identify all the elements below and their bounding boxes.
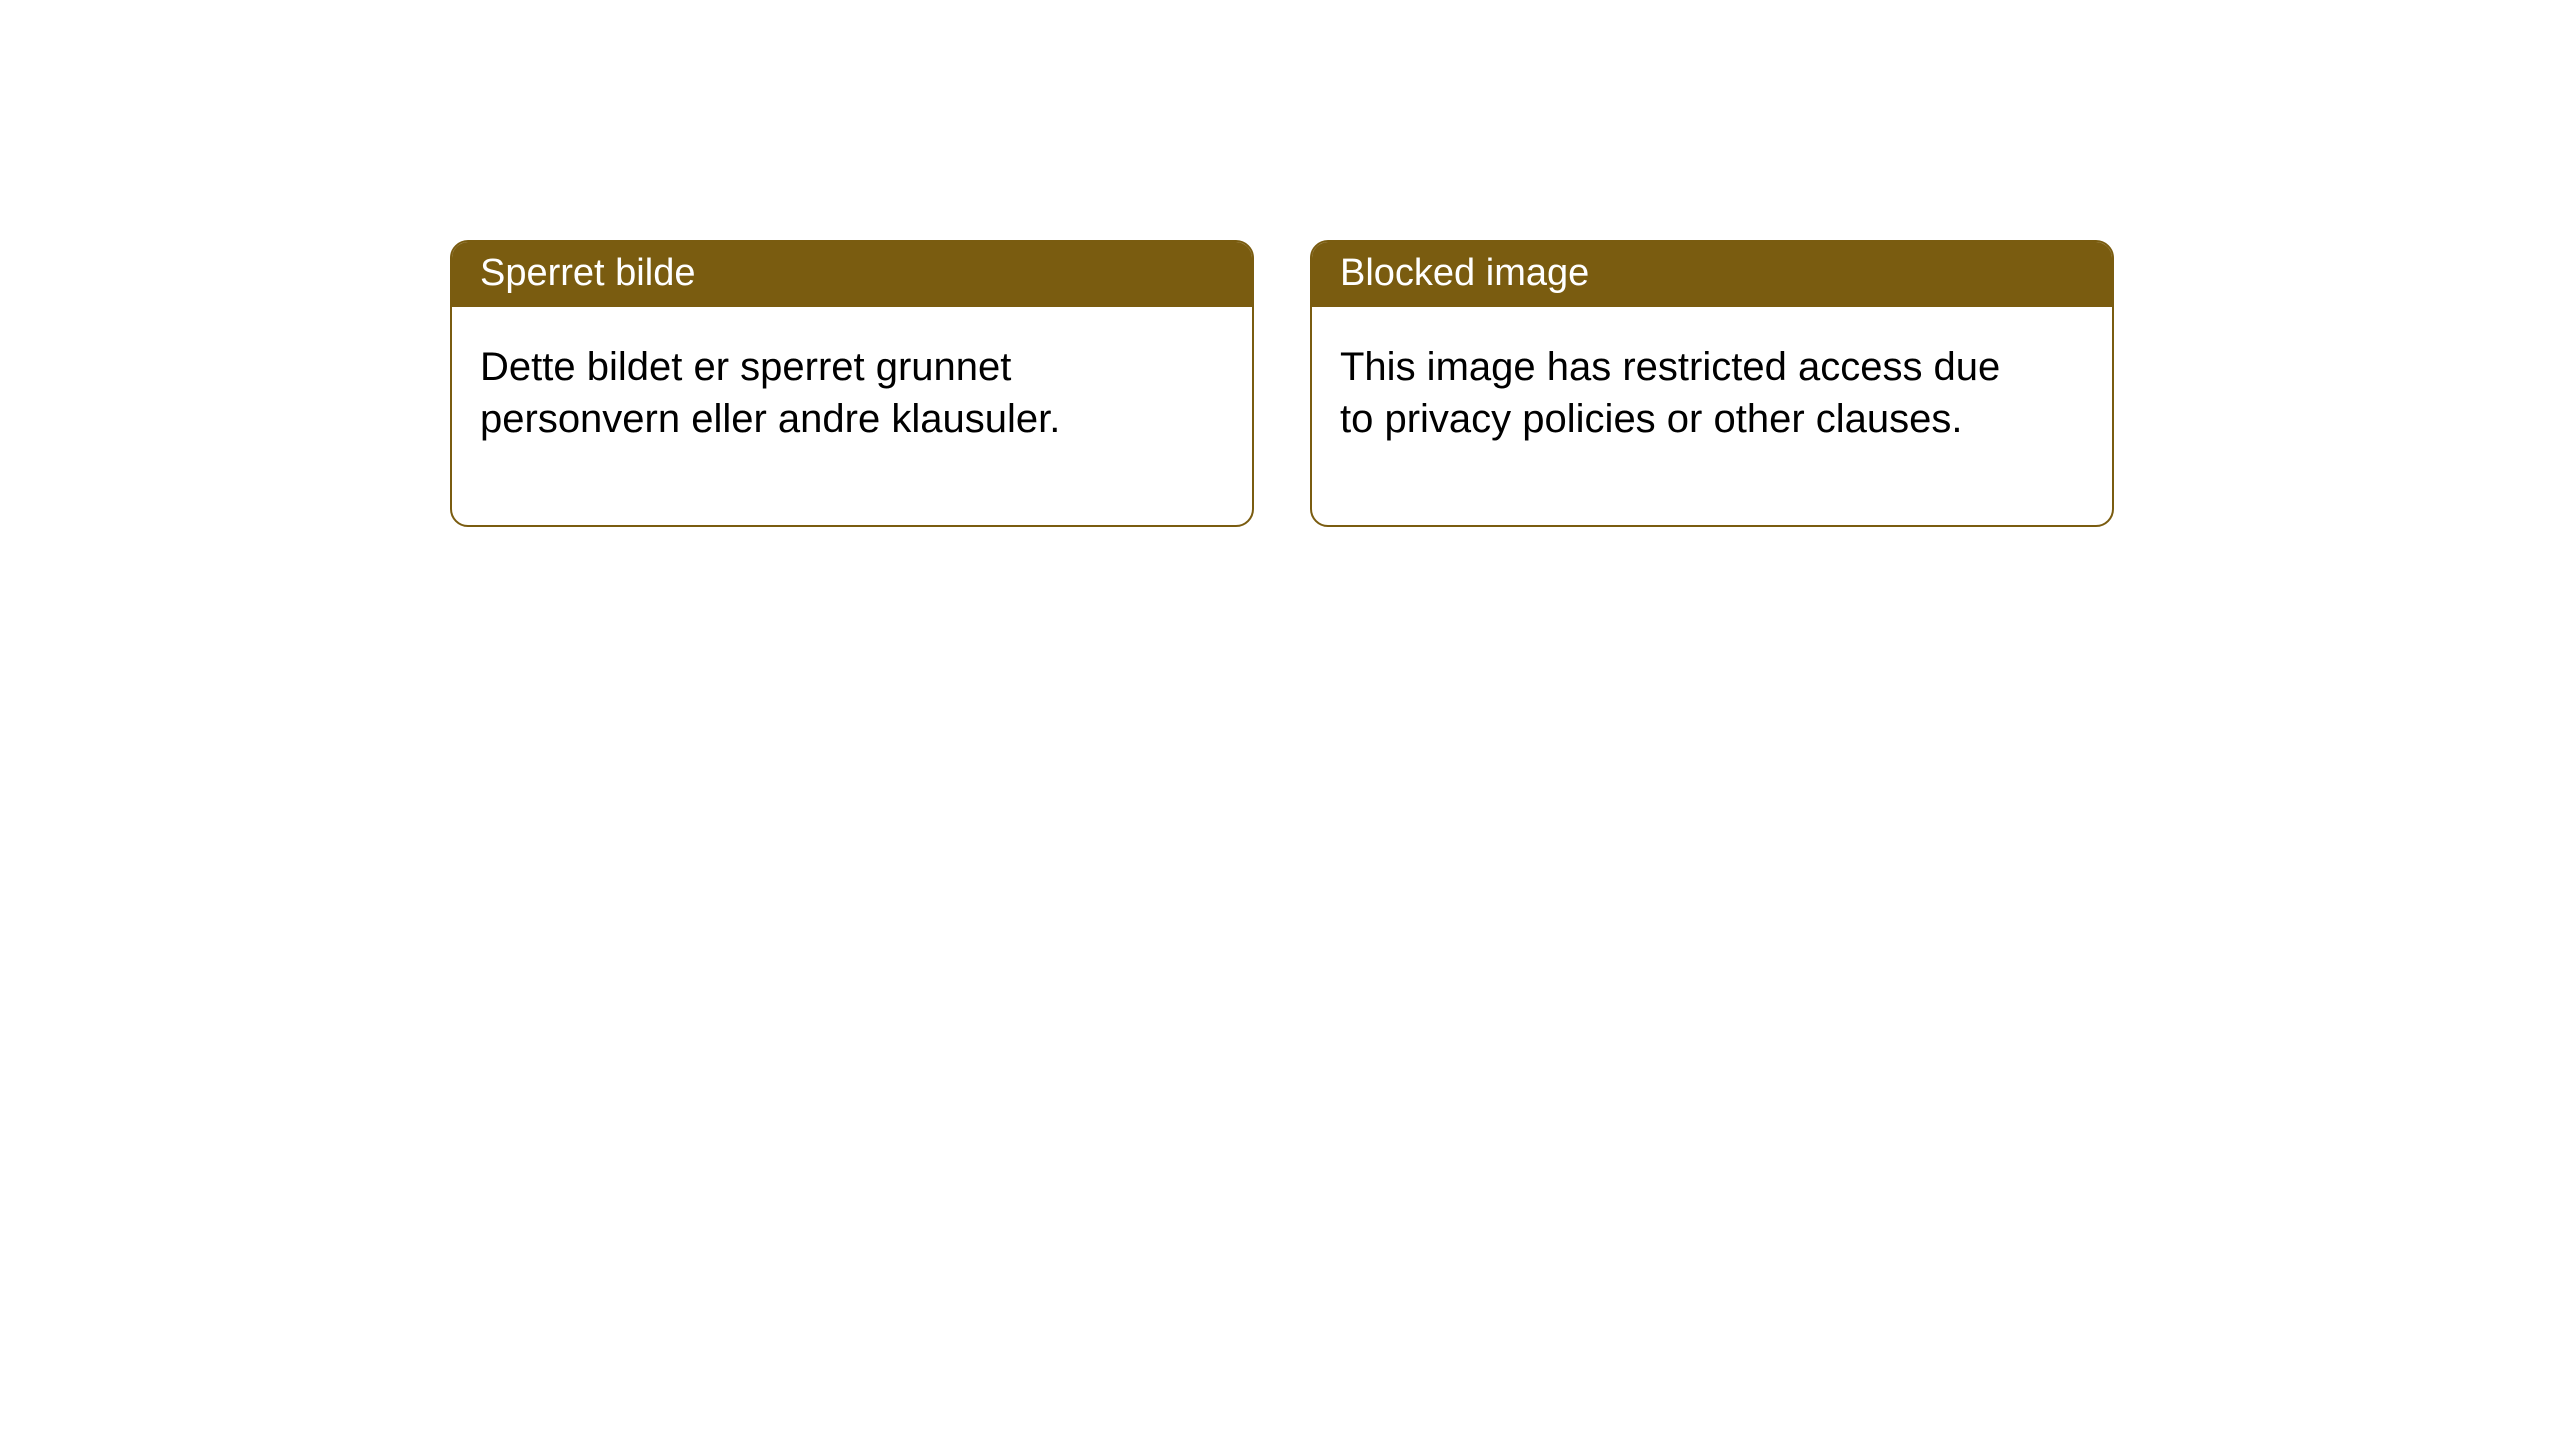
notice-card-english: Blocked image This image has restricted … — [1310, 240, 2114, 527]
notice-title: Sperret bilde — [452, 242, 1252, 307]
notice-body: This image has restricted access due to … — [1312, 307, 2032, 525]
notice-card-norwegian: Sperret bilde Dette bildet er sperret gr… — [450, 240, 1254, 527]
notice-body: Dette bildet er sperret grunnet personve… — [452, 307, 1172, 525]
notice-title: Blocked image — [1312, 242, 2112, 307]
notice-container: Sperret bilde Dette bildet er sperret gr… — [0, 0, 2560, 527]
